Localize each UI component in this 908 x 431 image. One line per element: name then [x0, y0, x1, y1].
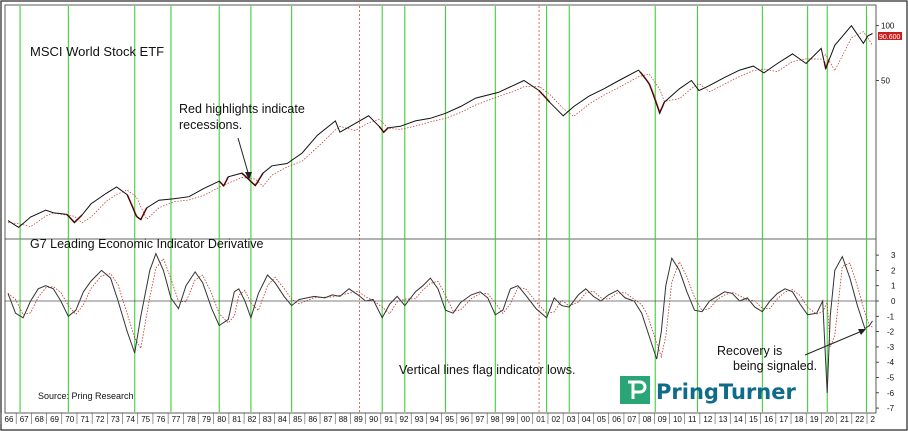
xtick-label-44: 10: [673, 415, 682, 424]
bottom-ytick-label-10: -7: [887, 404, 895, 413]
recovery-annotation: Recovery is being signaled.: [717, 344, 817, 373]
recession-annotation-line2: recessions.: [179, 118, 242, 132]
logo-text: PringTurner: [656, 380, 796, 404]
xtick-label-15: 81: [232, 415, 241, 424]
recovery-annotation-line2: being signaled.: [733, 359, 817, 373]
xtick-label-29: 95: [445, 415, 454, 424]
xtick-label-36: 02: [551, 415, 560, 424]
xtick-label-31: 97: [475, 415, 484, 424]
recovery-arrow: [804, 330, 863, 356]
logo-glyph-icon: [628, 380, 647, 399]
bottom-ytick-label-2: 1: [891, 282, 896, 291]
xtick-label-30: 96: [460, 415, 469, 424]
bottom-ytick-label-5: -2: [887, 328, 895, 337]
xtick-label-45: 11: [688, 415, 697, 424]
plot-frame: [4, 4, 877, 414]
recession-annotation: Red highlights indicate recessions.: [179, 102, 308, 132]
recession-annotation-line1: Red highlights indicate: [179, 102, 305, 116]
top-ytick-label-0: 100: [881, 22, 895, 31]
xtick-label-5: 71: [80, 415, 89, 424]
xtick-label-24: 90: [369, 415, 378, 424]
xtick-label-23: 89: [354, 415, 363, 424]
bottom-ytick-label-4: -1: [887, 312, 895, 321]
bottom-ytick-label-6: -3: [887, 343, 895, 352]
xtick-label-2: 68: [35, 415, 44, 424]
xtick-label-48: 14: [734, 415, 743, 424]
xtick-label-32: 98: [491, 415, 500, 424]
xtick-label-27: 93: [415, 415, 424, 424]
xtick-label-47: 13: [719, 415, 728, 424]
price-line: [7, 24, 873, 229]
xtick-label-26: 92: [400, 415, 409, 424]
xtick-label-12: 78: [187, 415, 196, 424]
xtick-label-37: 03: [567, 415, 576, 424]
xtick-label-22: 88: [339, 415, 348, 424]
xtick-label-16: 82: [248, 415, 257, 424]
recession-arrow: [237, 137, 250, 177]
pringturner-logo: PringTurner: [620, 376, 796, 404]
xtick-label-20: 86: [308, 415, 317, 424]
xtick-label-25: 91: [384, 415, 393, 424]
top-ytick-label-1: 50: [881, 76, 890, 85]
xtick-label-53: 19: [810, 415, 819, 424]
bottom-ytick-label-7: -4: [887, 358, 895, 367]
xtick-label-52: 18: [795, 415, 804, 424]
xtick-label-28: 94: [430, 415, 439, 424]
xtick-label-14: 80: [217, 415, 226, 424]
xtick-label-46: 12: [703, 415, 712, 424]
xtick-label-42: 08: [643, 415, 652, 424]
xtick-label-13: 79: [202, 415, 211, 424]
bottom-ytick-label-8: -5: [887, 374, 895, 383]
xtick-label-18: 84: [278, 415, 287, 424]
xtick-label-55: 21: [840, 415, 849, 424]
xtick-label-19: 85: [293, 415, 302, 424]
xtick-label-51: 17: [779, 415, 788, 424]
xtick-label-10: 76: [156, 415, 165, 424]
bottom-ytick-label-9: -6: [887, 389, 895, 398]
xtick-label-7: 73: [111, 415, 120, 424]
xtick-label-38: 04: [582, 415, 591, 424]
xtick-label-57: 2: [871, 415, 876, 424]
recession-arrowhead: [245, 172, 252, 180]
bottom-ytick-label-3: 0: [891, 297, 896, 306]
xtick-label-56: 22: [855, 415, 864, 424]
xtick-label-43: 09: [658, 415, 667, 424]
source-note: Source: Pring Research: [38, 391, 134, 401]
recovery-arrowhead: [858, 329, 866, 335]
xtick-label-1: 67: [20, 415, 29, 424]
vertical-lines-annotation: Vertical lines flag indicator lows.: [399, 363, 575, 377]
xtick-label-34: 00: [521, 415, 530, 424]
xtick-label-8: 74: [126, 415, 135, 424]
xtick-label-54: 20: [825, 415, 834, 424]
top-panel-title: MSCI World Stock ETF: [30, 44, 164, 59]
indicator-line: [7, 252, 873, 393]
xtick-label-49: 15: [749, 415, 758, 424]
bottom-panel-title: G7 Leading Economic Indicator Derivative: [30, 237, 264, 251]
xtick-label-0: 66: [5, 415, 14, 424]
price-signal-line: [7, 31, 873, 228]
xtick-label-3: 69: [50, 415, 59, 424]
xtick-label-21: 87: [324, 415, 333, 424]
xtick-label-17: 83: [263, 415, 272, 424]
last-value-label: 90.600: [879, 34, 901, 41]
xtick-label-50: 16: [764, 415, 773, 424]
xtick-label-11: 77: [172, 415, 181, 424]
last-value-badge: [878, 32, 902, 40]
bottom-ytick-label-0: 3: [891, 251, 896, 260]
xtick-label-41: 07: [627, 415, 636, 424]
xtick-label-40: 06: [612, 415, 621, 424]
xtick-label-33: 99: [506, 415, 515, 424]
xtick-label-35: 01: [536, 415, 545, 424]
xtick-label-39: 05: [597, 415, 606, 424]
recovery-annotation-line1: Recovery is: [717, 344, 782, 358]
xtick-label-6: 72: [96, 415, 105, 424]
xtick-label-4: 70: [65, 415, 74, 424]
bottom-ytick-label-1: 2: [891, 266, 896, 275]
xtick-label-9: 75: [141, 415, 150, 424]
